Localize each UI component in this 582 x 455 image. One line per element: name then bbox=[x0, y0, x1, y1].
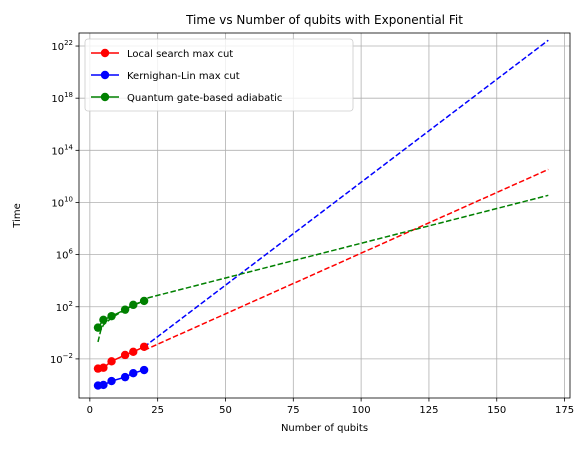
plot-area-frame bbox=[78, 32, 571, 399]
x-axis-ticks: 0 25 50 75 100 125 150 175 bbox=[87, 398, 574, 416]
legend-marker bbox=[100, 48, 110, 58]
y-axis-ticks: 10−2 102 106 1010 1014 1018 1022 bbox=[50, 39, 79, 366]
data-point bbox=[93, 323, 103, 332]
x-tick-label: 100 bbox=[352, 405, 371, 416]
x-tick-label: 125 bbox=[419, 405, 438, 416]
data-point bbox=[107, 376, 116, 386]
data-point bbox=[129, 300, 138, 310]
data-point bbox=[139, 296, 149, 306]
x-axis-label: Number of qubits bbox=[281, 423, 368, 434]
y-tick-label: 106 bbox=[56, 248, 74, 262]
y-tick-label: 1018 bbox=[51, 91, 73, 105]
data-point bbox=[107, 357, 116, 366]
data-point bbox=[99, 363, 108, 372]
x-tick-label: 150 bbox=[487, 405, 506, 416]
legend-marker bbox=[100, 92, 110, 102]
x-tick-label: 25 bbox=[151, 405, 164, 416]
y-tick-label: 102 bbox=[56, 300, 73, 314]
x-tick-label: 175 bbox=[555, 405, 574, 416]
data-series bbox=[93, 296, 149, 390]
data-point bbox=[129, 368, 138, 378]
legend: Local search max cut Kernighan-Lin max cu… bbox=[84, 38, 354, 112]
legend-label: Local search max cut bbox=[127, 49, 233, 60]
fit-line bbox=[143, 168, 549, 351]
y-tick-label: 10−2 bbox=[50, 352, 73, 366]
legend-label: Kernighan-Lin max cut bbox=[127, 71, 240, 82]
fit-line bbox=[143, 39, 549, 348]
data-point bbox=[120, 350, 130, 360]
data-point bbox=[139, 365, 149, 375]
y-tick-label: 1010 bbox=[51, 195, 73, 209]
data-point bbox=[99, 380, 108, 390]
data-point bbox=[99, 315, 108, 324]
data-point bbox=[120, 372, 130, 382]
x-tick-label: 75 bbox=[287, 405, 300, 416]
chart-title: Time vs Number of qubits with Exponentia… bbox=[185, 13, 463, 27]
x-tick-label: 50 bbox=[219, 405, 232, 416]
legend-box bbox=[84, 38, 354, 112]
y-axis-label: Time bbox=[12, 203, 23, 228]
data-point bbox=[107, 311, 116, 321]
data-point bbox=[139, 342, 149, 351]
legend-label: Quantum gate-based adiabatic bbox=[127, 93, 282, 104]
x-tick-label: 0 bbox=[87, 405, 93, 416]
y-tick-label: 1022 bbox=[51, 39, 73, 53]
data-point bbox=[129, 347, 138, 357]
y-tick-label: 1014 bbox=[51, 143, 73, 157]
legend-marker bbox=[100, 70, 110, 80]
data-point bbox=[120, 305, 130, 314]
